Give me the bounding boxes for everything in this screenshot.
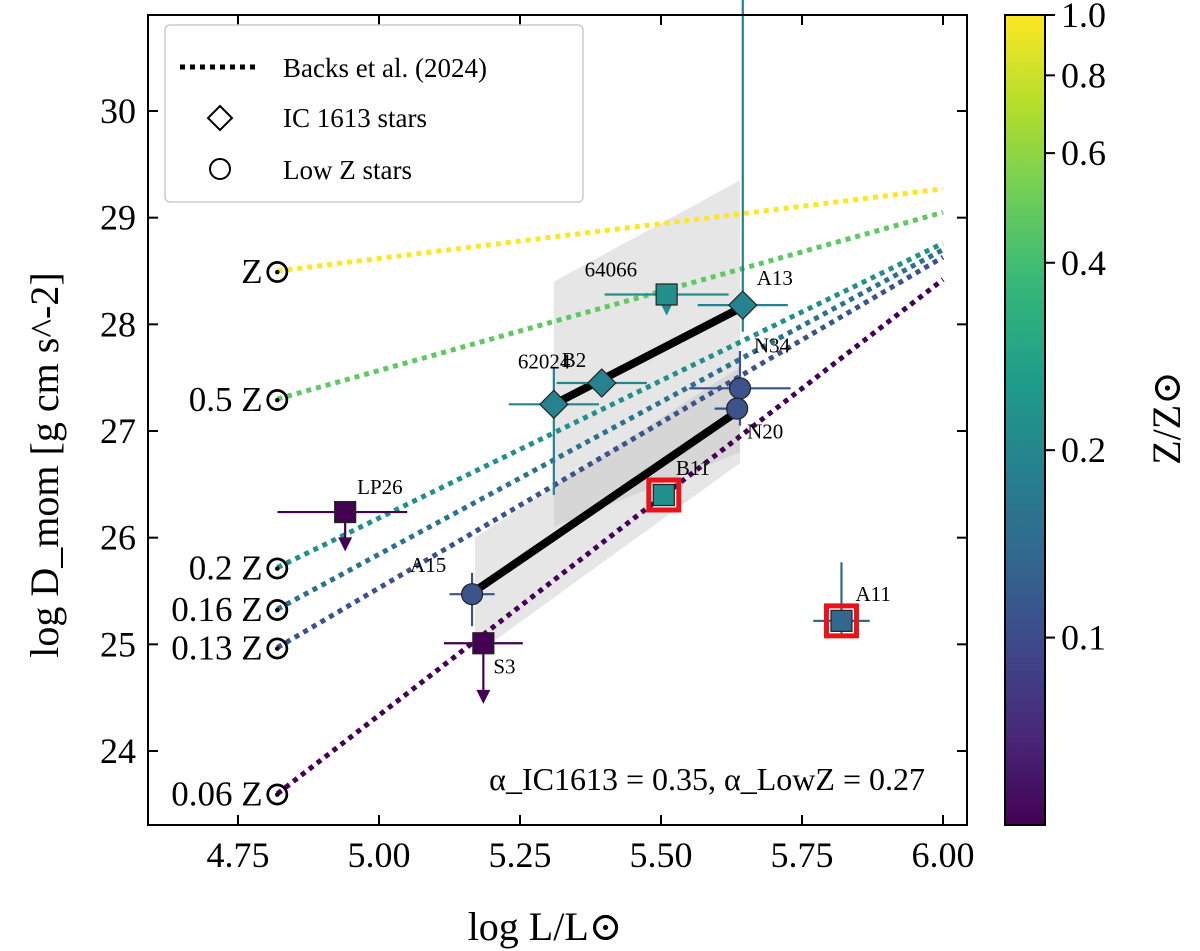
marker-n20 bbox=[726, 397, 749, 420]
marker-n34 bbox=[728, 377, 752, 400]
colorbar-label: Z/Z⊙ bbox=[1144, 371, 1189, 465]
ytick-label-0: 24 bbox=[100, 731, 136, 771]
axes: 4.75 5.00 5.25 5.50 5.75 6.00 24 25 26 27 28 29 30 bbox=[100, 15, 975, 875]
label-n34: N34 bbox=[754, 333, 791, 357]
xtick-label-2: 5.25 bbox=[489, 835, 552, 875]
point-a13: A13 bbox=[697, 0, 793, 332]
x-axis-label: log L/L⊙ bbox=[468, 904, 623, 949]
marker-62024 bbox=[538, 389, 569, 420]
xtick-label-0: 4.75 bbox=[207, 835, 270, 875]
ytick-label-5: 29 bbox=[100, 198, 136, 238]
point-a15: A15 bbox=[410, 553, 495, 627]
model-line-0-16-z bbox=[276, 247, 945, 612]
zlabel-0-16-z: 0.16 Z⊙ bbox=[171, 590, 292, 629]
point-a11: A11 bbox=[813, 562, 891, 639]
model-lines bbox=[275, 186, 945, 796]
legend: Backs et al. (2024) IC 1613 stars Low Z … bbox=[164, 24, 584, 203]
alpha-annotation: α_IC1613 = 0.35, α_LowZ = 0.27 bbox=[489, 761, 925, 797]
fit-line-low-z-fit bbox=[470, 405, 744, 595]
marker-s3 bbox=[472, 632, 495, 655]
marker-b2 bbox=[586, 368, 617, 398]
marker-a15 bbox=[460, 583, 484, 606]
label-62024: 62024 bbox=[518, 349, 571, 373]
label-lp26: LP26 bbox=[357, 475, 403, 499]
point-n20: N20 bbox=[714, 397, 783, 444]
model-line-z bbox=[277, 186, 944, 274]
upper-limit-arrow-s3 bbox=[476, 689, 491, 704]
zlabel-0-06-z: 0.06 Z⊙ bbox=[171, 775, 292, 814]
red-edge-a11 bbox=[823, 603, 859, 639]
model-line-0-06-z bbox=[275, 277, 945, 796]
label-b11: B11 bbox=[676, 456, 710, 480]
marker-64066 bbox=[655, 283, 678, 306]
colorbar-tick-label-0: 0.1 bbox=[1061, 618, 1106, 658]
xtick-label-5: 6.00 bbox=[912, 835, 975, 875]
plot-border bbox=[147, 14, 968, 826]
ytick-label-2: 26 bbox=[100, 518, 136, 558]
label-s3: S3 bbox=[493, 654, 515, 678]
point-b11: B11 bbox=[646, 456, 710, 513]
fit-line-ic-1613-fit bbox=[549, 304, 744, 409]
zlabel-z: Z⊙ bbox=[241, 252, 292, 291]
fit-lines bbox=[470, 304, 744, 595]
colorbar-tick-label-5: 1.0 bbox=[1061, 0, 1106, 35]
label-a13: A13 bbox=[757, 266, 793, 290]
plot-frame bbox=[147, 14, 968, 826]
label-a15: A15 bbox=[410, 553, 446, 577]
label-b2: B2 bbox=[562, 348, 587, 372]
zlabel-0-2-z: 0.2 Z⊙ bbox=[189, 549, 292, 588]
y-axis-label: log D_mom [g cm s^-2] bbox=[22, 272, 67, 657]
point-b2: B2 bbox=[556, 348, 647, 398]
marker-lp26 bbox=[334, 500, 357, 524]
zlabel-0-5-z: 0.5 Z⊙ bbox=[189, 380, 292, 419]
label-n20: N20 bbox=[747, 420, 783, 444]
legend-label-backs: Backs et al. (2024) bbox=[283, 53, 487, 83]
ytick-label-6: 30 bbox=[100, 91, 136, 131]
zlabel-0-13-z: 0.13 Z⊙ bbox=[171, 629, 292, 668]
marker-a13 bbox=[727, 290, 758, 320]
band-low-z-fit bbox=[474, 367, 740, 655]
xtick-label-4: 5.75 bbox=[771, 835, 834, 875]
marker-a11 bbox=[830, 609, 853, 632]
legend-label-lowz: Low Z stars bbox=[283, 155, 412, 185]
fit-uncertainty-bands bbox=[474, 180, 740, 655]
upper-limit-arrow-lp26 bbox=[338, 537, 353, 552]
marker-b11 bbox=[652, 483, 675, 507]
point-lp26: LP26 bbox=[277, 475, 408, 552]
point-62024: 62024 bbox=[508, 349, 599, 495]
ytick-label-4: 28 bbox=[100, 304, 136, 344]
ytick-label-1: 25 bbox=[100, 624, 136, 664]
legend-label-ic1613: IC 1613 stars bbox=[283, 103, 427, 133]
colorbar-bar bbox=[1004, 14, 1046, 826]
colorbar: 0.1 0.2 0.4 0.6 0.8 1.0 bbox=[1004, 0, 1106, 826]
red-edge-b11 bbox=[646, 477, 682, 513]
colorbar-tick-label-4: 0.8 bbox=[1061, 55, 1106, 95]
legend-box bbox=[164, 24, 584, 203]
label-64066: 64066 bbox=[585, 257, 638, 281]
metallicity-labels: Z⊙ 0.5 Z⊙ 0.2 Z⊙0.16 Z⊙0.13 Z⊙ 0.06 Z⊙ bbox=[171, 252, 292, 814]
legend-circle-icon bbox=[209, 158, 231, 180]
legend-diamond-icon bbox=[206, 104, 234, 132]
colorbar-tick-label-3: 0.6 bbox=[1061, 133, 1106, 173]
colorbar-tick-label-2: 0.4 bbox=[1061, 243, 1106, 283]
model-line-0-2-z bbox=[276, 241, 945, 570]
xtick-label-3: 5.50 bbox=[630, 835, 693, 875]
colorbar-tick-label-1: 0.2 bbox=[1061, 430, 1106, 470]
label-a11: A11 bbox=[855, 582, 890, 606]
xtick-label-1: 5.00 bbox=[348, 835, 411, 875]
point-s3: S3 bbox=[443, 632, 523, 704]
model-line-0-13-z bbox=[276, 254, 945, 650]
ytick-label-3: 27 bbox=[100, 411, 136, 451]
point-64066: 64066 bbox=[585, 257, 729, 316]
